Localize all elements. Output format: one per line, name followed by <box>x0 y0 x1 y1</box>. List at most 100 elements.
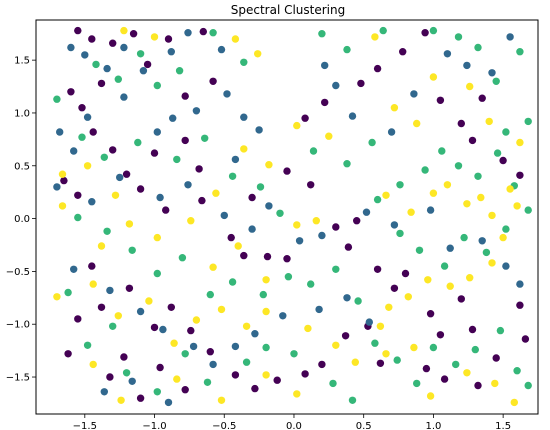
y-tick-label: −0.5 <box>6 267 30 278</box>
data-point-cluster-3 <box>262 276 270 284</box>
data-point-cluster-3 <box>231 35 240 43</box>
data-point-cluster-1 <box>315 305 323 314</box>
data-point-cluster-3 <box>265 161 273 169</box>
data-point-cluster-3 <box>97 242 106 250</box>
data-point-cluster-3 <box>217 305 226 314</box>
data-point-cluster-2 <box>203 378 212 386</box>
data-point-cluster-1 <box>88 198 96 206</box>
data-point-cluster-3 <box>407 208 415 216</box>
x-tick-label: 1.0 <box>425 421 441 430</box>
x-tick-label: 0.5 <box>356 421 372 430</box>
data-point-cluster-2 <box>496 326 505 335</box>
data-point-cluster-3 <box>499 233 507 242</box>
x-tick-label: −0.5 <box>212 421 236 430</box>
data-point-cluster-0 <box>164 35 173 43</box>
data-point-cluster-2 <box>429 26 438 35</box>
data-point-cluster-3 <box>212 189 220 197</box>
data-point-cluster-3 <box>413 119 421 128</box>
data-point-cluster-3 <box>404 293 412 301</box>
data-point-cluster-1 <box>321 61 329 70</box>
data-point-cluster-1 <box>231 342 240 351</box>
data-point-cluster-1 <box>255 126 263 134</box>
data-point-cluster-2 <box>513 367 521 375</box>
data-point-cluster-0 <box>120 353 128 361</box>
data-point-cluster-1 <box>463 61 471 70</box>
data-point-cluster-0 <box>122 170 131 178</box>
y-tick-label: −1.0 <box>6 320 30 331</box>
data-point-cluster-0 <box>301 114 309 122</box>
data-point-cluster-0 <box>89 128 97 136</box>
data-point-cluster-0 <box>341 332 350 340</box>
data-point-cluster-3 <box>491 379 499 388</box>
data-point-cluster-0 <box>74 191 82 199</box>
data-point-cluster-1 <box>446 244 454 252</box>
data-point-cluster-1 <box>156 193 164 202</box>
data-point-cluster-2 <box>262 343 270 352</box>
data-point-cluster-3 <box>120 26 128 35</box>
data-point-cluster-3 <box>477 193 485 202</box>
data-point-cluster-0 <box>344 243 353 251</box>
data-point-cluster-2 <box>181 350 189 358</box>
data-point-cluster-1 <box>365 318 373 326</box>
data-point-cluster-3 <box>293 121 301 130</box>
data-point-cluster-3 <box>485 117 493 126</box>
data-point-cluster-1 <box>220 211 228 220</box>
data-point-cluster-3 <box>293 390 301 398</box>
data-point-cluster-3 <box>254 50 262 58</box>
data-point-cluster-3 <box>58 202 67 210</box>
data-point-cluster-2 <box>373 195 382 204</box>
data-point-cluster-2 <box>92 60 100 69</box>
data-point-cluster-2 <box>259 290 267 299</box>
data-point-cluster-2 <box>128 246 136 254</box>
data-point-cluster-1 <box>343 294 351 302</box>
data-point-cluster-3 <box>187 217 195 225</box>
data-point-cluster-0 <box>67 88 75 96</box>
plot-frame <box>35 19 539 415</box>
data-point-cluster-1 <box>443 50 452 58</box>
data-point-cluster-3 <box>371 33 379 41</box>
data-point-cluster-0 <box>199 27 207 36</box>
data-point-cluster-2 <box>524 206 532 214</box>
data-point-cluster-0 <box>332 223 340 231</box>
data-point-cluster-2 <box>343 160 351 168</box>
data-point-cluster-0 <box>422 364 431 373</box>
data-point-cluster-1 <box>139 67 148 75</box>
data-point-cluster-1 <box>502 262 510 270</box>
data-point-cluster-2 <box>276 209 284 217</box>
data-point-cluster-3 <box>114 312 123 320</box>
data-point-cluster-1 <box>410 90 418 98</box>
data-point-cluster-1 <box>103 64 111 73</box>
data-point-cluster-3 <box>89 360 97 369</box>
data-point-cluster-0 <box>109 146 117 154</box>
data-point-cluster-1 <box>184 181 192 189</box>
data-point-cluster-1 <box>251 330 259 338</box>
data-point-cluster-1 <box>390 221 399 229</box>
data-point-cluster-1 <box>53 183 61 191</box>
data-point-cluster-2 <box>173 155 181 164</box>
data-point-cluster-2 <box>134 138 142 147</box>
data-point-cluster-2 <box>284 273 293 281</box>
data-point-cluster-1 <box>279 312 287 320</box>
data-point-cluster-3 <box>58 170 67 178</box>
data-point-cluster-0 <box>521 335 530 343</box>
data-point-cluster-2 <box>429 343 438 352</box>
data-point-cluster-3 <box>463 200 471 208</box>
data-point-cluster-3 <box>240 145 248 153</box>
data-point-cluster-0 <box>231 371 240 379</box>
data-point-cluster-2 <box>329 379 337 388</box>
data-point-cluster-3 <box>351 358 359 366</box>
data-point-cluster-2 <box>460 233 468 242</box>
data-point-cluster-3 <box>234 242 242 250</box>
data-point-cluster-0 <box>318 360 326 369</box>
data-point-cluster-1 <box>209 360 217 369</box>
data-point-cluster-3 <box>325 132 333 140</box>
data-point-cluster-2 <box>371 339 379 347</box>
data-point-cluster-0 <box>373 265 382 273</box>
data-point-cluster-3 <box>446 282 454 290</box>
data-point-cluster-1 <box>100 388 109 396</box>
data-point-cluster-0 <box>88 35 96 43</box>
data-point-cluster-0 <box>209 77 217 86</box>
data-point-cluster-2 <box>114 75 123 83</box>
data-point-cluster-0 <box>307 181 315 189</box>
